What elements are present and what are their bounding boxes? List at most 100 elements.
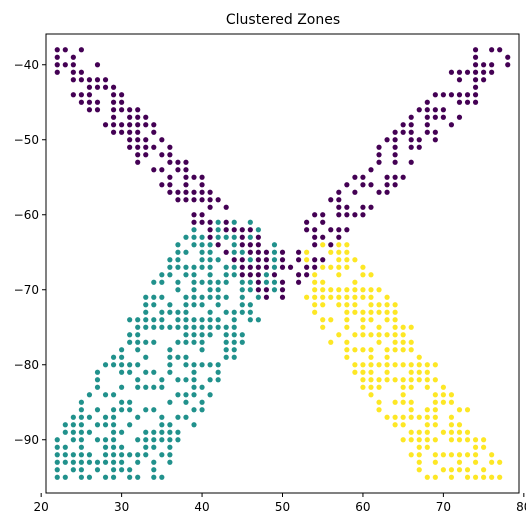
points-layer <box>54 47 511 480</box>
scatter-point-cluster-0 <box>295 249 302 255</box>
scatter-point-cluster-1 <box>183 377 189 383</box>
scatter-point-cluster-2 <box>400 339 406 345</box>
scatter-point-cluster-2 <box>416 429 422 435</box>
scatter-point-cluster-0 <box>360 212 366 218</box>
scatter-point-cluster-2 <box>312 279 318 285</box>
scatter-point-cluster-1 <box>191 407 197 413</box>
scatter-point-cluster-1 <box>143 302 149 308</box>
scatter-point-cluster-0 <box>368 204 374 210</box>
scatter-point-cluster-1 <box>175 249 181 255</box>
scatter-point-cluster-0 <box>255 242 261 248</box>
scatter-point-cluster-2 <box>376 407 382 413</box>
scatter-point-cluster-2 <box>384 317 390 323</box>
scatter-point-cluster-0 <box>312 227 318 233</box>
scatter-point-cluster-1 <box>54 452 60 458</box>
scatter-point-cluster-1 <box>175 317 181 323</box>
scatter-point-cluster-2 <box>424 407 430 413</box>
scatter-point-cluster-0 <box>263 294 270 300</box>
scatter-point-cluster-1 <box>135 474 141 480</box>
scatter-point-cluster-0 <box>392 159 398 165</box>
scatter-point-cluster-2 <box>416 467 422 473</box>
scatter-point-cluster-1 <box>78 422 84 428</box>
scatter-point-cluster-1 <box>110 452 117 458</box>
scatter-point-cluster-1 <box>70 452 76 458</box>
scatter-point-cluster-0 <box>472 54 479 60</box>
scatter-point-cluster-1 <box>231 249 237 255</box>
scatter-point-cluster-0 <box>489 69 495 75</box>
scatter-point-cluster-1 <box>54 437 60 443</box>
scatter-point-cluster-0 <box>255 287 261 293</box>
scatter-point-cluster-0 <box>54 54 60 60</box>
scatter-point-cluster-1 <box>143 437 149 443</box>
scatter-point-cluster-1 <box>102 414 109 420</box>
scatter-point-cluster-1 <box>135 324 141 330</box>
scatter-point-cluster-0 <box>432 129 438 135</box>
scatter-point-cluster-0 <box>255 234 261 240</box>
scatter-point-cluster-1 <box>151 407 157 413</box>
scatter-point-cluster-2 <box>320 294 326 300</box>
scatter-point-cluster-2 <box>384 414 390 420</box>
scatter-point-cluster-1 <box>110 459 117 465</box>
x-tick-label: 20 <box>34 500 49 514</box>
scatter-point-cluster-0 <box>295 257 302 263</box>
scatter-point-cluster-0 <box>86 84 93 90</box>
scatter-point-cluster-1 <box>199 279 205 285</box>
scatter-point-cluster-0 <box>159 167 165 173</box>
scatter-point-cluster-1 <box>159 384 165 390</box>
scatter-point-cluster-0 <box>199 219 205 225</box>
scatter-point-cluster-0 <box>408 122 414 128</box>
scatter-point-cluster-0 <box>328 197 334 203</box>
scatter-point-cluster-0 <box>336 197 342 203</box>
scatter-point-cluster-0 <box>70 54 76 60</box>
scatter-point-cluster-1 <box>175 437 181 443</box>
scatter-point-cluster-0 <box>472 99 479 105</box>
scatter-point-cluster-1 <box>191 287 197 293</box>
scatter-point-cluster-2 <box>424 429 430 435</box>
scatter-point-cluster-0 <box>102 122 109 128</box>
scatter-point-cluster-0 <box>392 182 398 188</box>
scatter-point-cluster-1 <box>159 474 165 480</box>
scatter-point-cluster-2 <box>352 287 358 293</box>
scatter-point-cluster-0 <box>352 189 358 195</box>
scatter-point-cluster-0 <box>408 144 414 150</box>
scatter-point-cluster-2 <box>376 399 382 405</box>
scatter-point-cluster-0 <box>360 182 366 188</box>
scatter-point-cluster-2 <box>424 362 430 368</box>
scatter-point-cluster-0 <box>143 122 149 128</box>
scatter-point-cluster-1 <box>231 332 237 338</box>
scatter-point-cluster-0 <box>456 69 463 75</box>
scatter-point-cluster-2 <box>408 377 414 383</box>
scatter-point-cluster-0 <box>263 257 270 263</box>
scatter-point-cluster-0 <box>78 99 84 105</box>
scatter-point-cluster-1 <box>247 302 253 308</box>
scatter-point-cluster-2 <box>448 474 455 480</box>
scatter-point-cluster-1 <box>110 429 117 435</box>
scatter-point-cluster-2 <box>344 302 350 308</box>
scatter-point-cluster-2 <box>448 392 455 398</box>
scatter-point-cluster-2 <box>368 309 374 315</box>
scatter-point-cluster-1 <box>119 429 125 435</box>
scatter-point-cluster-0 <box>175 189 181 195</box>
scatter-point-cluster-0 <box>456 114 463 120</box>
scatter-point-cluster-2 <box>312 272 318 278</box>
scatter-point-cluster-2 <box>344 294 350 300</box>
scatter-point-cluster-0 <box>70 69 76 75</box>
scatter-point-cluster-1 <box>135 362 141 368</box>
scatter-point-cluster-1 <box>183 249 189 255</box>
scatter-point-cluster-2 <box>360 324 366 330</box>
scatter-point-cluster-1 <box>102 459 109 465</box>
scatter-point-cluster-0 <box>231 227 237 233</box>
scatter-point-cluster-0 <box>376 144 382 150</box>
scatter-point-cluster-0 <box>167 159 173 165</box>
scatter-point-cluster-2 <box>400 362 406 368</box>
scatter-point-cluster-0 <box>255 249 261 255</box>
scatter-point-cluster-1 <box>94 467 101 473</box>
scatter-point-cluster-1 <box>175 287 181 293</box>
scatter-point-cluster-1 <box>199 339 205 345</box>
scatter-point-cluster-1 <box>110 467 117 473</box>
scatter-point-cluster-2 <box>360 362 366 368</box>
scatter-point-cluster-0 <box>159 182 165 188</box>
scatter-point-cluster-1 <box>223 339 229 345</box>
scatter-point-cluster-0 <box>312 257 318 263</box>
scatter-point-cluster-0 <box>151 122 157 128</box>
